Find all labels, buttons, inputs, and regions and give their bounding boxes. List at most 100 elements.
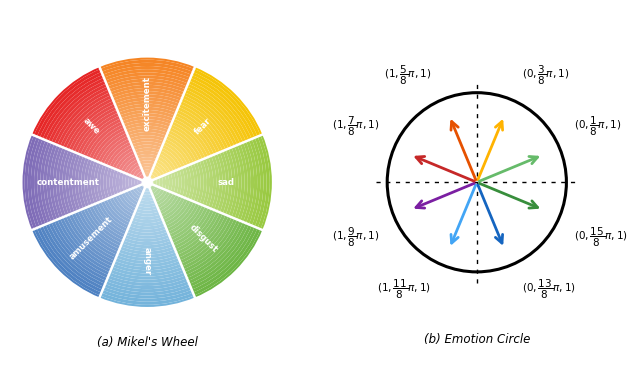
Wedge shape: [257, 135, 270, 229]
Wedge shape: [109, 145, 132, 168]
Wedge shape: [75, 155, 83, 210]
Wedge shape: [110, 85, 184, 95]
Wedge shape: [99, 295, 195, 308]
Wedge shape: [75, 211, 118, 255]
Wedge shape: [249, 139, 260, 225]
Wedge shape: [44, 142, 54, 222]
Wedge shape: [176, 169, 182, 196]
Text: fear: fear: [193, 116, 213, 137]
Wedge shape: [110, 269, 184, 280]
Wedge shape: [143, 173, 151, 176]
Wedge shape: [159, 150, 179, 170]
Wedge shape: [113, 264, 182, 273]
Wedge shape: [132, 145, 162, 150]
Wedge shape: [139, 200, 156, 204]
Wedge shape: [97, 163, 104, 202]
Wedge shape: [108, 78, 187, 89]
Wedge shape: [40, 225, 104, 290]
Wedge shape: [146, 182, 148, 185]
Wedge shape: [115, 258, 180, 267]
Wedge shape: [121, 192, 138, 208]
Wedge shape: [135, 208, 159, 214]
Wedge shape: [159, 194, 179, 214]
Wedge shape: [127, 229, 168, 236]
Wedge shape: [184, 219, 240, 275]
Text: $(0,\dfrac{13}{8}\pi,1)$: $(0,\dfrac{13}{8}\pi,1)$: [522, 278, 576, 301]
Wedge shape: [142, 170, 152, 174]
Wedge shape: [92, 127, 125, 161]
Wedge shape: [234, 145, 244, 219]
Wedge shape: [150, 185, 156, 191]
Wedge shape: [134, 148, 161, 153]
Wedge shape: [43, 224, 105, 287]
Wedge shape: [129, 223, 165, 230]
Wedge shape: [255, 137, 267, 228]
Wedge shape: [94, 162, 100, 203]
Wedge shape: [192, 227, 257, 293]
Wedge shape: [120, 110, 175, 118]
Wedge shape: [24, 135, 37, 229]
Wedge shape: [175, 113, 217, 155]
Wedge shape: [194, 229, 263, 298]
Wedge shape: [145, 176, 150, 179]
Wedge shape: [113, 261, 181, 270]
Wedge shape: [156, 191, 170, 205]
Text: excitement: excitement: [143, 76, 152, 131]
Wedge shape: [118, 249, 176, 258]
Wedge shape: [175, 210, 217, 252]
Wedge shape: [109, 272, 186, 283]
Wedge shape: [63, 98, 113, 148]
Wedge shape: [228, 147, 238, 217]
Wedge shape: [153, 179, 157, 186]
Wedge shape: [124, 159, 139, 174]
Wedge shape: [34, 139, 45, 225]
Wedge shape: [182, 217, 234, 269]
Wedge shape: [161, 147, 182, 169]
Wedge shape: [179, 214, 225, 261]
Wedge shape: [132, 187, 142, 197]
Wedge shape: [187, 222, 246, 281]
Wedge shape: [214, 153, 223, 211]
Wedge shape: [159, 176, 163, 188]
Wedge shape: [146, 179, 148, 182]
Wedge shape: [84, 158, 92, 206]
Wedge shape: [117, 104, 177, 113]
Wedge shape: [113, 94, 181, 104]
Wedge shape: [113, 91, 182, 101]
Wedge shape: [108, 275, 187, 286]
Wedge shape: [45, 81, 106, 141]
Wedge shape: [164, 174, 169, 191]
Wedge shape: [157, 156, 173, 173]
Wedge shape: [72, 107, 117, 152]
Wedge shape: [147, 182, 150, 185]
Wedge shape: [116, 100, 179, 110]
Wedge shape: [144, 182, 147, 185]
Wedge shape: [95, 130, 127, 162]
Wedge shape: [191, 75, 255, 139]
Wedge shape: [81, 157, 89, 208]
Wedge shape: [163, 198, 188, 223]
Wedge shape: [132, 217, 163, 223]
Wedge shape: [103, 166, 109, 199]
Wedge shape: [98, 202, 128, 232]
Wedge shape: [130, 188, 141, 200]
Wedge shape: [86, 206, 123, 243]
Wedge shape: [62, 150, 72, 215]
Wedge shape: [106, 198, 132, 223]
Wedge shape: [117, 252, 177, 261]
Wedge shape: [162, 175, 166, 189]
Wedge shape: [109, 168, 115, 197]
Wedge shape: [177, 212, 223, 258]
Wedge shape: [40, 75, 104, 139]
Wedge shape: [125, 232, 169, 239]
Wedge shape: [31, 138, 43, 227]
Wedge shape: [179, 104, 225, 151]
Wedge shape: [123, 119, 172, 127]
Wedge shape: [243, 141, 254, 223]
Wedge shape: [166, 133, 196, 163]
Wedge shape: [125, 174, 130, 191]
Wedge shape: [165, 200, 194, 229]
Wedge shape: [77, 210, 120, 252]
Wedge shape: [127, 129, 168, 136]
Wedge shape: [173, 170, 179, 194]
